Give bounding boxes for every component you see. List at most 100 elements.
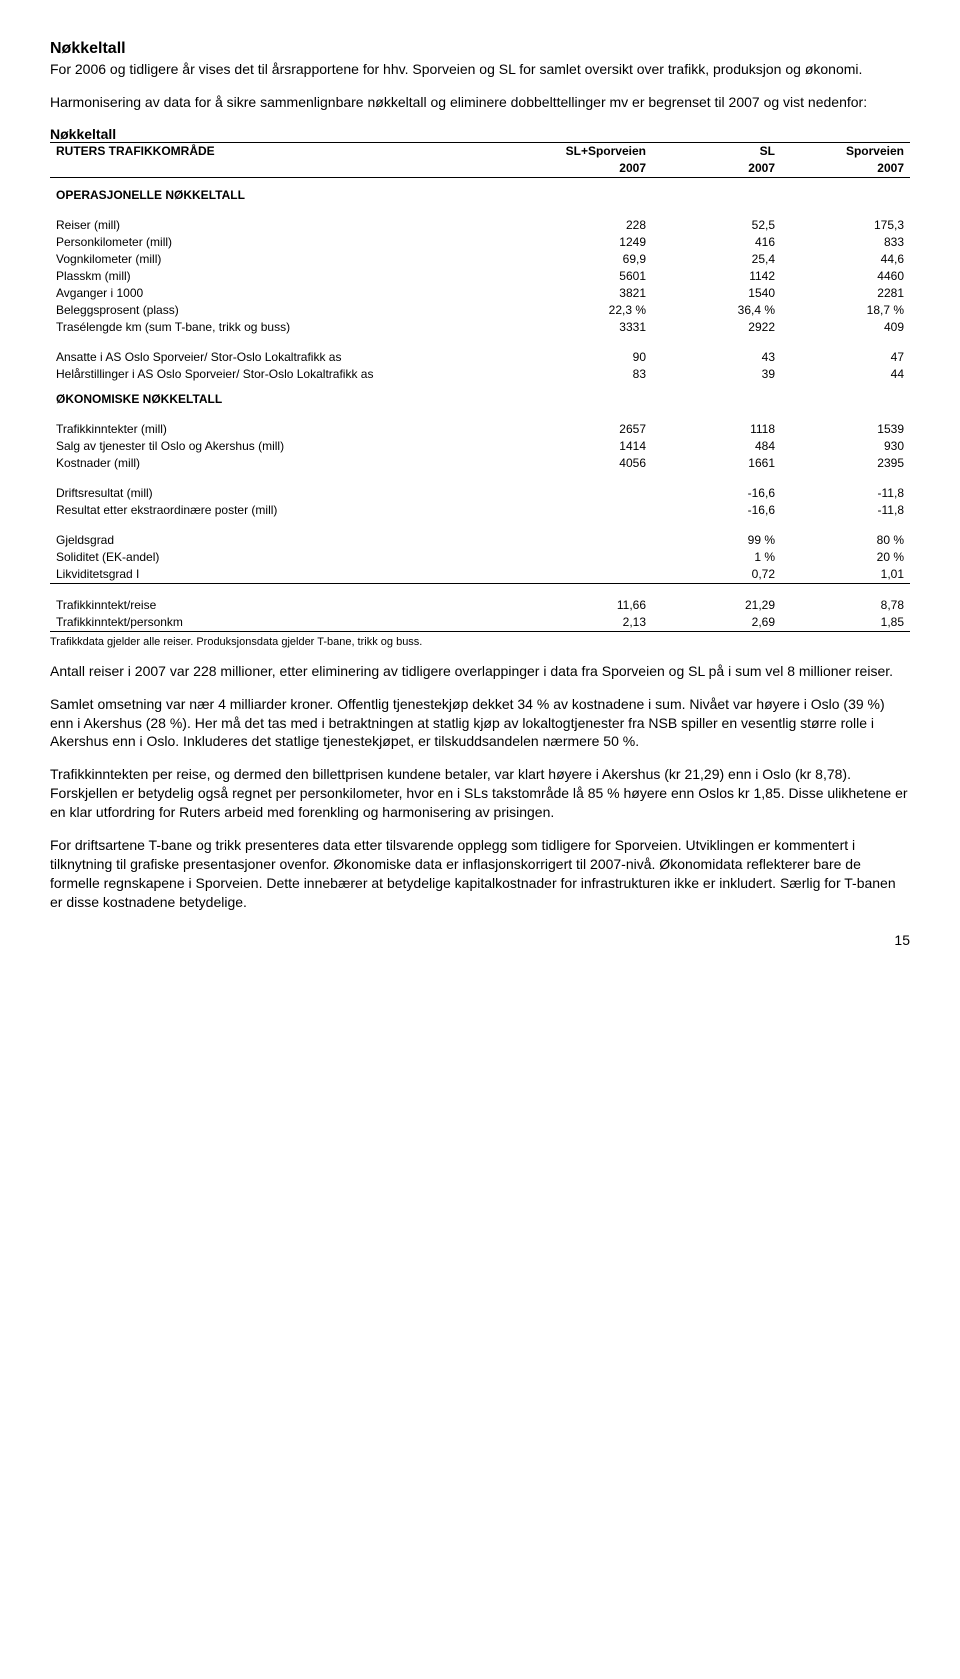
row-c1: 3331 [523,318,652,335]
table-row: Trafikkinntekter (mill)265711181539 [50,421,910,438]
row-label: Salg av tjenester til Oslo og Akershus (… [50,438,523,455]
row-label: Personkilometer (mill) [50,233,523,250]
row-label: Kostnader (mill) [50,455,523,472]
row-c1 [523,566,652,584]
header-c3: Sporveien [781,142,910,160]
row-label: Trasélengde km (sum T-bane, trikk og bus… [50,318,523,335]
row-c3: 2281 [781,284,910,301]
table-row: Trafikkinntekt/personkm2,132,691,85 [50,614,910,632]
row-c2: 1540 [652,284,781,301]
row-label: Plasskm (mill) [50,267,523,284]
row-label: Soliditet (EK-andel) [50,549,523,566]
row-c2: 39 [652,365,781,382]
row-c2: 2922 [652,318,781,335]
row-c2: 25,4 [652,250,781,267]
row-c1: 228 [523,216,652,233]
header-row-2: 2007 2007 2007 [50,160,910,178]
row-c2: 1661 [652,455,781,472]
row-c1 [523,485,652,502]
row-c3: -11,8 [781,485,910,502]
row-c3: 8,78 [781,597,910,614]
header-c1: SL+Sporveien [523,142,652,160]
table-row: Ansatte i AS Oslo Sporveier/ Stor-Oslo L… [50,348,910,365]
row-c1: 90 [523,348,652,365]
section-head-1: OPERASJONELLE NØKKELTALL [50,177,910,203]
row-c3: 930 [781,438,910,455]
row-c3: 2395 [781,455,910,472]
table-row: Driftsresultat (mill)-16,6-11,8 [50,485,910,502]
row-label: Avganger i 1000 [50,284,523,301]
row-c2: -16,6 [652,502,781,519]
table-title: Nøkkeltall [50,126,910,142]
row-c1: 83 [523,365,652,382]
row-c2: 52,5 [652,216,781,233]
row-label: Trafikkinntekt/personkm [50,614,523,632]
section-label: OPERASJONELLE NØKKELTALL [50,177,523,203]
row-c3: 20 % [781,549,910,566]
row-c1 [523,549,652,566]
row-c1: 2,13 [523,614,652,632]
table-note: Trafikkdata gjelder alle reiser. Produks… [50,636,910,648]
row-c2: 99 % [652,532,781,549]
row-c3: 1,85 [781,614,910,632]
table-row: Soliditet (EK-andel) 1 %20 % [50,549,910,566]
row-c1 [523,502,652,519]
row-c2: 43 [652,348,781,365]
body-paragraph-1: Antall reiser i 2007 var 228 millioner, … [50,662,910,681]
table-row: Beleggsprosent (plass)22,3 %36,4 %18,7 % [50,301,910,318]
row-c1: 22,3 % [523,301,652,318]
intro-paragraph-1: For 2006 og tidligere år vises det til å… [50,60,910,79]
row-label: Reiser (mill) [50,216,523,233]
header-row-1: RUTERS TRAFIKKOMRÅDE SL+Sporveien SL Spo… [50,142,910,160]
header-year-c2: 2007 [652,160,781,178]
row-c2: 1118 [652,421,781,438]
body-paragraph-4: For driftsartene T-bane og trikk present… [50,836,910,912]
row-c2: 0,72 [652,566,781,584]
row-label: Likviditetsgrad I [50,566,523,584]
header-label: RUTERS TRAFIKKOMRÅDE [50,142,523,160]
row-c3: 1,01 [781,566,910,584]
row-c2: 1142 [652,267,781,284]
table-row: Vognkilometer (mill)69,925,444,6 [50,250,910,267]
section-label: ØKONOMISKE NØKKELTALL [50,382,523,408]
row-label: Vognkilometer (mill) [50,250,523,267]
row-c3: 44 [781,365,910,382]
row-c2: 1 % [652,549,781,566]
table-row: Trafikkinntekt/reise11,6621,298,78 [50,597,910,614]
table-row: Trasélengde km (sum T-bane, trikk og bus… [50,318,910,335]
row-c3: 4460 [781,267,910,284]
table-row: Resultat etter ekstraordinære poster (mi… [50,502,910,519]
row-label: Driftsresultat (mill) [50,485,523,502]
row-label: Gjeldsgrad [50,532,523,549]
row-c3: 409 [781,318,910,335]
header-year-c1: 2007 [523,160,652,178]
row-c3: 47 [781,348,910,365]
table-row: Reiser (mill)22852,5175,3 [50,216,910,233]
header-year-c3: 2007 [781,160,910,178]
row-c2: 21,29 [652,597,781,614]
intro-paragraph-2: Harmonisering av data for å sikre sammen… [50,93,910,112]
row-c1: 4056 [523,455,652,472]
row-c1 [523,532,652,549]
row-c3: 44,6 [781,250,910,267]
row-c1: 1249 [523,233,652,250]
row-label: Ansatte i AS Oslo Sporveier/ Stor-Oslo L… [50,348,523,365]
table-row: Plasskm (mill)560111424460 [50,267,910,284]
row-c3: 833 [781,233,910,250]
table-row: Personkilometer (mill)1249416833 [50,233,910,250]
section-head-2: ØKONOMISKE NØKKELTALL [50,382,910,408]
row-c2: 484 [652,438,781,455]
row-c1: 2657 [523,421,652,438]
row-c3: 18,7 % [781,301,910,318]
table-row: Kostnader (mill)405616612395 [50,455,910,472]
body-paragraph-2: Samlet omsetning var nær 4 milliarder kr… [50,695,910,752]
row-c1: 3821 [523,284,652,301]
table-row: Salg av tjenester til Oslo og Akershus (… [50,438,910,455]
table-row: Gjeldsgrad99 %80 % [50,532,910,549]
key-figures-table: RUTERS TRAFIKKOMRÅDE SL+Sporveien SL Spo… [50,142,910,632]
row-c1: 5601 [523,267,652,284]
row-c2: 36,4 % [652,301,781,318]
page-number: 15 [50,932,910,948]
row-label: Beleggsprosent (plass) [50,301,523,318]
row-label: Helårstillinger i AS Oslo Sporveier/ Sto… [50,365,523,382]
